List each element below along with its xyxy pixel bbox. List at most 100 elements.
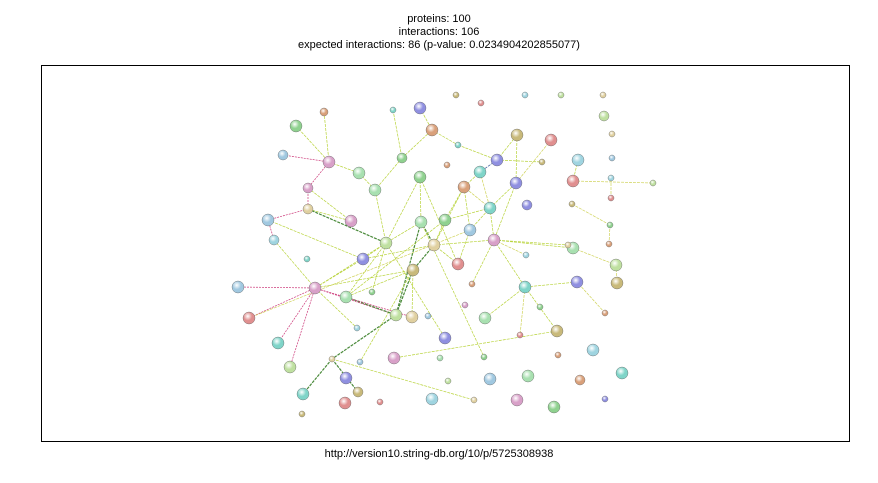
interaction-edge[interactable]: [496, 159, 543, 163]
protein-node[interactable]: [557, 91, 565, 99]
protein-node[interactable]: [368, 183, 382, 197]
protein-node[interactable]: [368, 288, 376, 296]
protein-node[interactable]: [608, 154, 616, 162]
interaction-edge[interactable]: [289, 287, 316, 368]
protein-node[interactable]: [353, 324, 361, 332]
protein-node[interactable]: [328, 355, 336, 363]
interaction-edge[interactable]: [385, 176, 421, 244]
protein-node[interactable]: [521, 369, 535, 383]
protein-node[interactable]: [283, 360, 297, 374]
permalink-url[interactable]: http://version10.string-db.org/10/p/5725…: [324, 448, 554, 460]
protein-node[interactable]: [649, 179, 657, 187]
protein-node[interactable]: [319, 107, 329, 117]
protein-node[interactable]: [487, 233, 501, 247]
protein-node[interactable]: [610, 276, 624, 290]
protein-node[interactable]: [414, 215, 428, 229]
protein-node[interactable]: [522, 251, 530, 259]
protein-node[interactable]: [396, 152, 408, 164]
protein-node[interactable]: [574, 374, 586, 386]
protein-node[interactable]: [356, 358, 364, 366]
interaction-edge[interactable]: [345, 296, 397, 316]
protein-node[interactable]: [352, 166, 366, 180]
protein-node[interactable]: [509, 176, 523, 190]
interaction-edge[interactable]: [572, 247, 617, 266]
interaction-edge[interactable]: [314, 269, 414, 289]
interaction-edge[interactable]: [493, 239, 526, 288]
protein-node[interactable]: [518, 280, 532, 294]
interaction-edge[interactable]: [385, 221, 422, 244]
interaction-edge[interactable]: [393, 330, 558, 359]
interaction-edge[interactable]: [374, 157, 403, 191]
protein-node[interactable]: [379, 236, 393, 250]
protein-node[interactable]: [601, 309, 609, 317]
protein-node[interactable]: [521, 91, 529, 99]
protein-node[interactable]: [436, 354, 444, 362]
interaction-edge[interactable]: [331, 314, 397, 360]
protein-node[interactable]: [609, 258, 623, 272]
protein-node[interactable]: [413, 101, 427, 115]
protein-node[interactable]: [452, 91, 460, 99]
protein-node[interactable]: [607, 174, 615, 182]
interaction-edge[interactable]: [571, 203, 611, 226]
interaction-edge[interactable]: [374, 189, 387, 244]
protein-node[interactable]: [302, 203, 314, 215]
protein-node[interactable]: [516, 331, 524, 339]
protein-node[interactable]: [268, 234, 280, 246]
protein-node[interactable]: [477, 99, 485, 107]
interaction-edge[interactable]: [385, 242, 446, 339]
protein-node[interactable]: [468, 280, 476, 288]
interaction-edge[interactable]: [524, 286, 558, 332]
protein-node[interactable]: [463, 223, 477, 237]
protein-node[interactable]: [457, 180, 471, 194]
interaction-edge[interactable]: [524, 281, 578, 288]
interaction-edge[interactable]: [359, 269, 414, 363]
protein-node[interactable]: [242, 311, 256, 325]
protein-node[interactable]: [289, 119, 303, 133]
protein-node[interactable]: [571, 153, 585, 167]
protein-node[interactable]: [608, 130, 616, 138]
protein-node[interactable]: [605, 240, 613, 248]
interaction-edge[interactable]: [493, 239, 574, 249]
protein-node[interactable]: [490, 153, 504, 167]
protein-node[interactable]: [607, 194, 615, 202]
protein-node[interactable]: [322, 155, 336, 169]
protein-node[interactable]: [461, 301, 469, 309]
interaction-edge[interactable]: [331, 358, 475, 401]
interaction-edge[interactable]: [463, 186, 471, 231]
protein-node[interactable]: [427, 238, 441, 252]
protein-node[interactable]: [344, 214, 358, 228]
interaction-edge[interactable]: [248, 229, 471, 319]
protein-node[interactable]: [298, 410, 306, 418]
protein-node[interactable]: [376, 398, 384, 406]
protein-node[interactable]: [550, 324, 564, 338]
protein-node[interactable]: [303, 255, 311, 263]
protein-node[interactable]: [231, 280, 245, 294]
protein-node[interactable]: [308, 281, 322, 295]
protein-node[interactable]: [261, 213, 275, 227]
interaction-edge[interactable]: [307, 208, 387, 244]
protein-node[interactable]: [480, 353, 488, 361]
protein-node[interactable]: [566, 174, 580, 188]
interaction-edge[interactable]: [248, 287, 316, 319]
protein-node[interactable]: [478, 311, 492, 325]
protein-node[interactable]: [598, 110, 610, 122]
interaction-edge[interactable]: [572, 180, 654, 184]
protein-node[interactable]: [389, 308, 403, 322]
interaction-edge[interactable]: [307, 161, 330, 189]
protein-node[interactable]: [389, 106, 397, 114]
protein-node[interactable]: [538, 158, 546, 166]
interaction-edge[interactable]: [345, 269, 414, 298]
interaction-edge[interactable]: [515, 139, 552, 184]
interaction-edge[interactable]: [515, 134, 518, 184]
protein-node[interactable]: [413, 170, 427, 184]
protein-node[interactable]: [302, 182, 314, 194]
protein-node[interactable]: [296, 387, 310, 401]
protein-node[interactable]: [406, 263, 420, 277]
interaction-edge[interactable]: [395, 269, 414, 316]
interaction-edge[interactable]: [273, 239, 316, 289]
interaction-edge[interactable]: [314, 258, 364, 289]
protein-node[interactable]: [544, 133, 558, 147]
interaction-edge[interactable]: [484, 286, 526, 319]
protein-node[interactable]: [470, 396, 478, 404]
